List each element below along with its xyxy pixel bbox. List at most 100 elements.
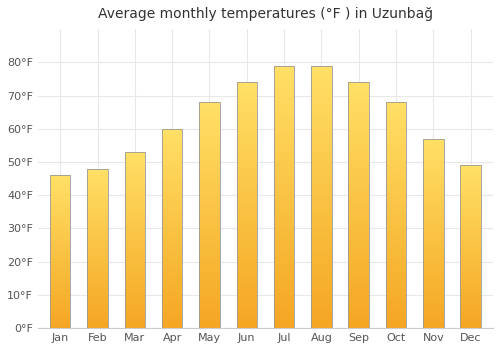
Bar — [87, 272, 108, 274]
Bar — [199, 159, 220, 161]
Bar — [274, 208, 294, 210]
Bar — [348, 250, 369, 252]
Bar — [311, 278, 332, 281]
Bar — [162, 191, 182, 192]
Bar — [311, 194, 332, 197]
Bar — [236, 90, 257, 92]
Bar — [460, 281, 481, 282]
Bar — [236, 252, 257, 254]
Bar — [236, 97, 257, 99]
Bar — [50, 296, 70, 297]
Bar — [274, 142, 294, 145]
Bar — [423, 307, 444, 309]
Bar — [274, 84, 294, 86]
Bar — [236, 139, 257, 141]
Bar — [386, 245, 406, 247]
Bar — [348, 171, 369, 173]
Bar — [87, 293, 108, 295]
Bar — [274, 147, 294, 150]
Bar — [236, 159, 257, 161]
Bar — [87, 240, 108, 242]
Bar — [124, 274, 145, 275]
Bar — [386, 274, 406, 276]
Bar — [162, 212, 182, 215]
Bar — [87, 322, 108, 323]
Bar — [162, 250, 182, 252]
Bar — [162, 189, 182, 191]
Bar — [348, 215, 369, 217]
Bar — [348, 220, 369, 223]
Bar — [236, 316, 257, 318]
Bar — [348, 235, 369, 237]
Bar — [386, 179, 406, 181]
Bar — [162, 147, 182, 149]
Bar — [311, 192, 332, 194]
Bar — [199, 233, 220, 236]
Bar — [87, 261, 108, 263]
Bar — [460, 212, 481, 214]
Bar — [423, 150, 444, 152]
Bar — [162, 206, 182, 209]
Bar — [50, 276, 70, 278]
Bar — [162, 320, 182, 322]
Bar — [87, 284, 108, 285]
Bar — [124, 309, 145, 310]
Bar — [199, 226, 220, 229]
Bar — [460, 201, 481, 203]
Bar — [311, 292, 332, 294]
Bar — [87, 244, 108, 245]
Bar — [348, 242, 369, 245]
Bar — [423, 169, 444, 171]
Bar — [236, 144, 257, 146]
Bar — [124, 230, 145, 231]
Bar — [460, 327, 481, 328]
Bar — [460, 270, 481, 271]
Bar — [348, 107, 369, 109]
Bar — [87, 218, 108, 220]
Bar — [236, 126, 257, 129]
Bar — [386, 107, 406, 109]
Bar — [423, 171, 444, 173]
Bar — [423, 315, 444, 317]
Bar — [50, 217, 70, 218]
Bar — [50, 304, 70, 305]
Bar — [311, 199, 332, 202]
Bar — [162, 248, 182, 250]
Bar — [124, 327, 145, 328]
Bar — [199, 222, 220, 224]
Bar — [423, 167, 444, 169]
Bar — [274, 160, 294, 163]
Bar — [199, 285, 220, 287]
Bar — [87, 312, 108, 314]
Bar — [274, 197, 294, 199]
Bar — [423, 279, 444, 281]
Bar — [199, 199, 220, 202]
Bar — [87, 282, 108, 284]
Bar — [199, 312, 220, 315]
Bar — [311, 226, 332, 229]
Bar — [50, 259, 70, 261]
Bar — [460, 183, 481, 185]
Bar — [199, 267, 220, 270]
Bar — [460, 208, 481, 209]
Bar — [124, 219, 145, 221]
Bar — [162, 203, 182, 204]
Bar — [236, 225, 257, 228]
Bar — [162, 243, 182, 244]
Bar — [199, 270, 220, 272]
Bar — [460, 237, 481, 239]
Bar — [162, 171, 182, 173]
Bar — [199, 319, 220, 321]
Bar — [311, 223, 332, 226]
Bar — [348, 134, 369, 136]
Bar — [87, 189, 108, 191]
Bar — [124, 180, 145, 182]
Bar — [124, 152, 145, 154]
Bar — [87, 212, 108, 214]
Bar — [87, 301, 108, 303]
Bar — [236, 281, 257, 284]
Bar — [50, 192, 70, 194]
Bar — [50, 188, 70, 189]
Bar — [311, 244, 332, 247]
Bar — [236, 232, 257, 235]
